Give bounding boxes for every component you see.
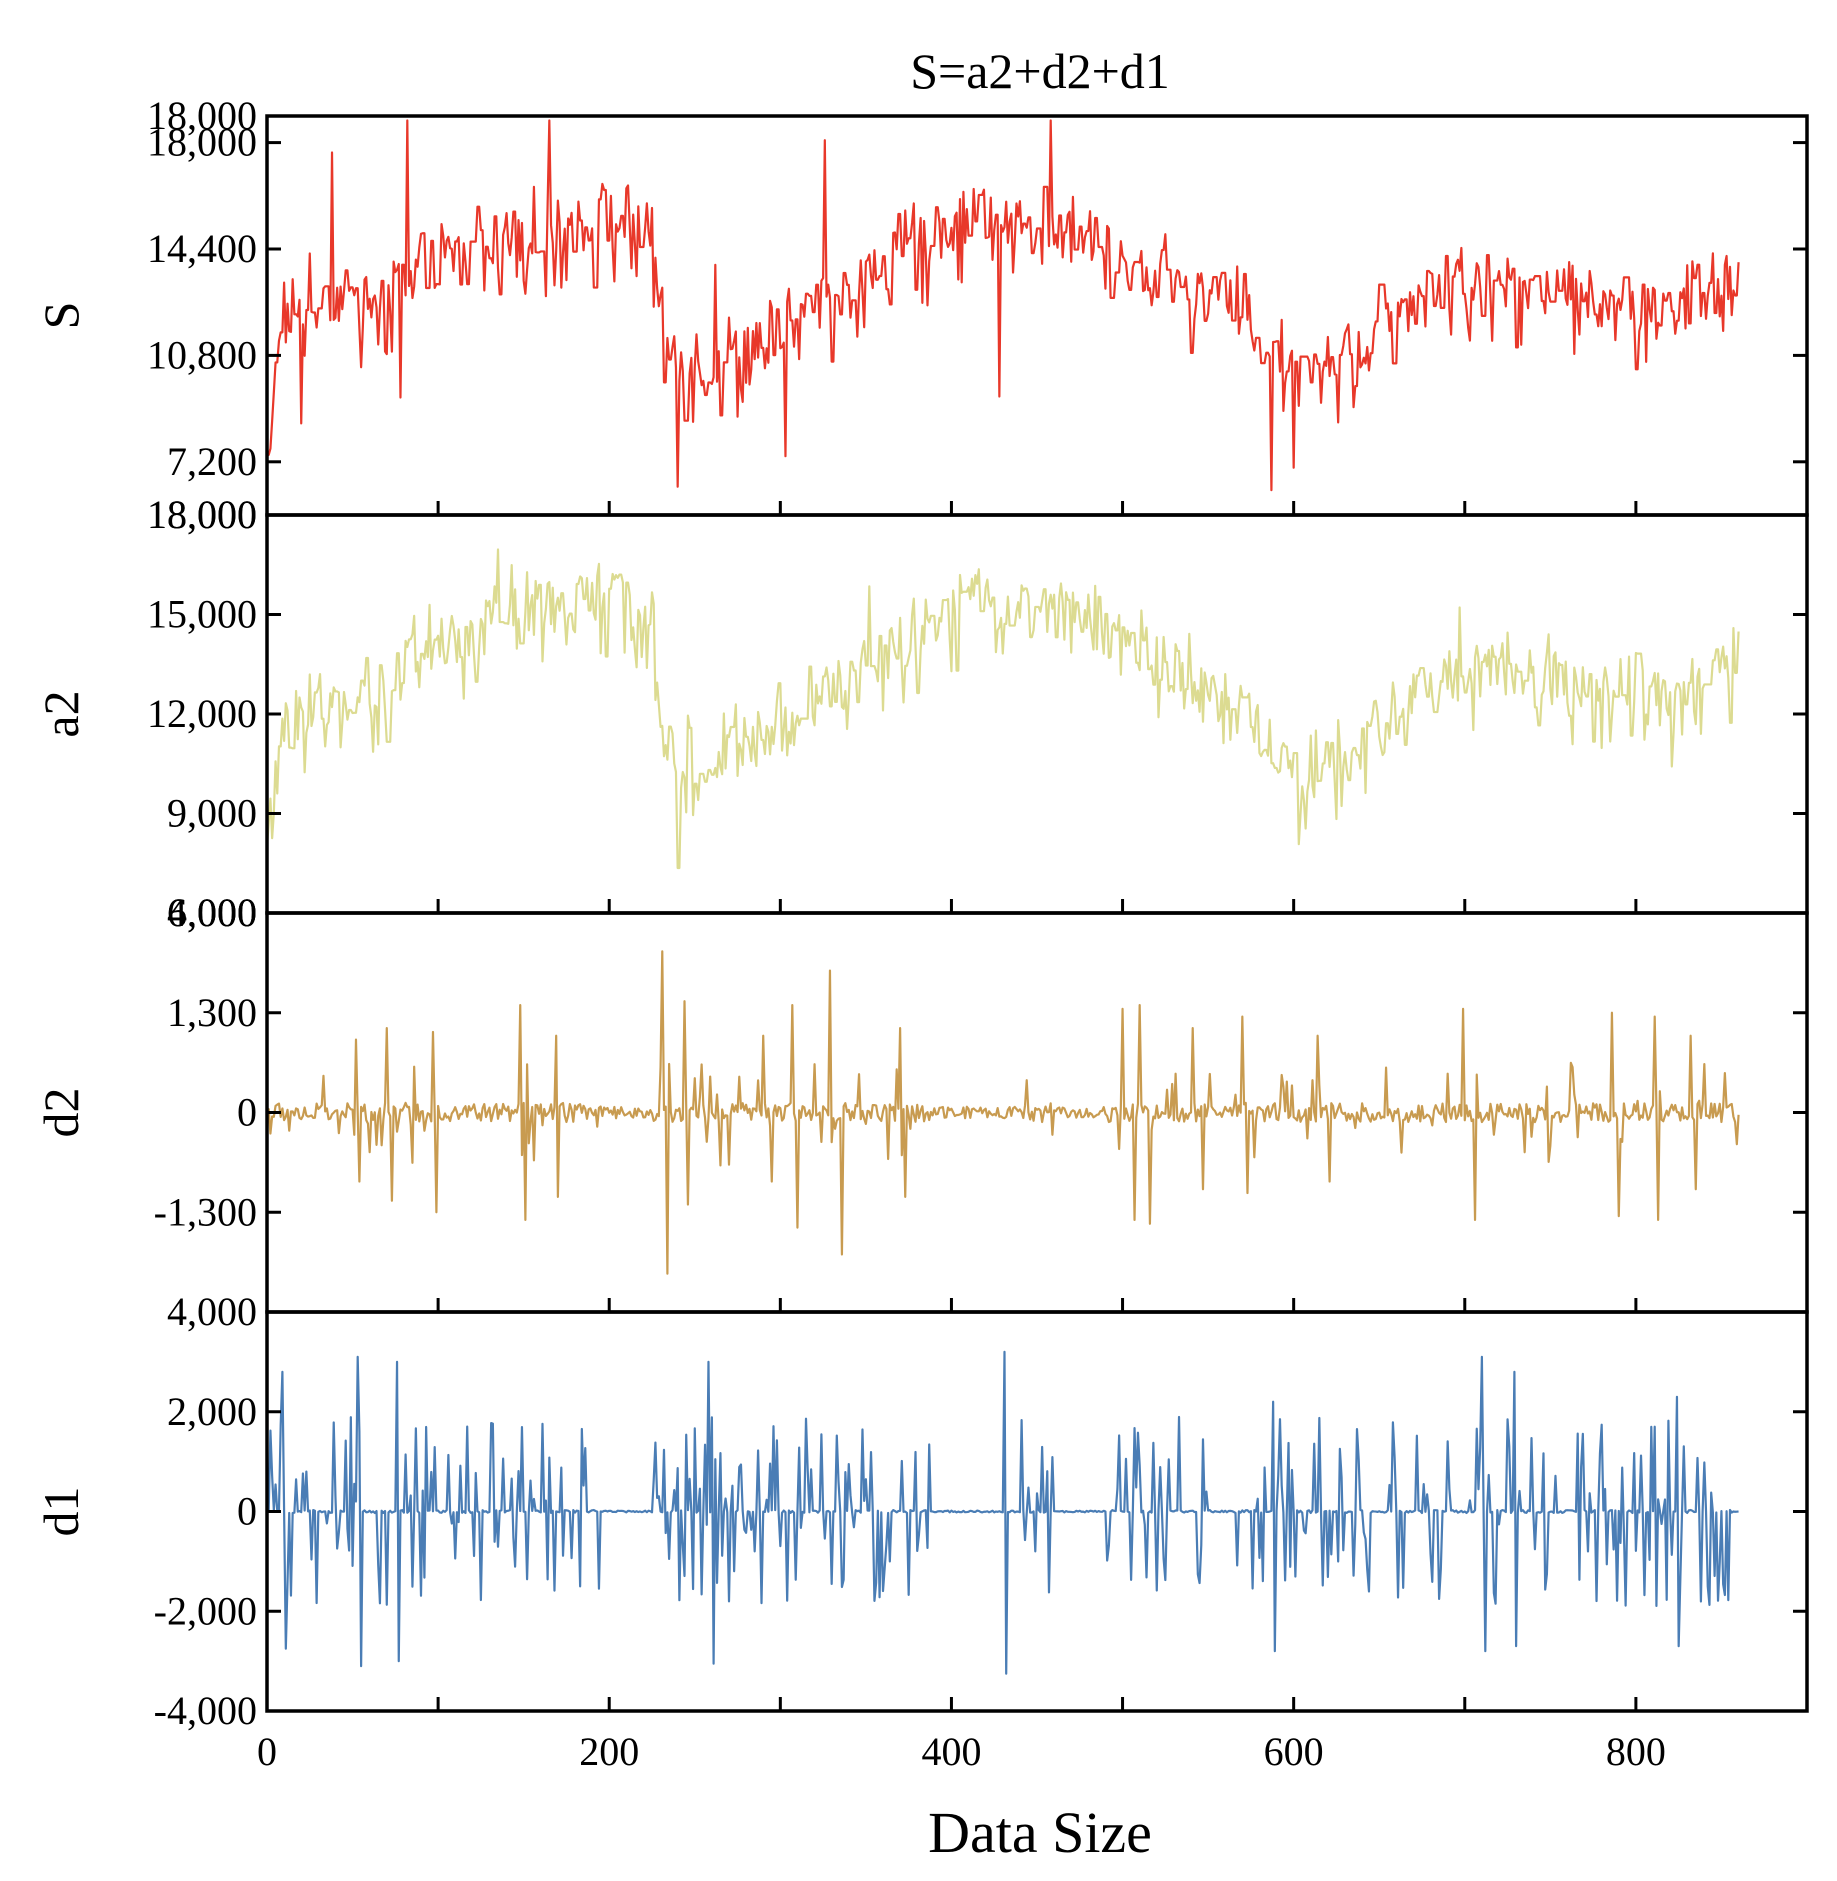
y-tick-label-d2: 4,000 xyxy=(167,890,257,935)
y-tick-label-d1: 0 xyxy=(237,1489,257,1534)
y-tick-label-a2: 18,000 xyxy=(147,492,257,537)
y-tick-label-d1: 2,000 xyxy=(167,1389,257,1434)
series-line-S xyxy=(267,119,1740,492)
x-axis: 0 200 400 600 800 xyxy=(257,1729,1666,1774)
panel-a2: 6,000 9,000 12,000 15,000 18,000 a2 xyxy=(33,492,1809,935)
y-tick-label-a2: 15,000 xyxy=(147,592,257,637)
panel-d1: -4,000 -2,000 0 2,000 4,000 d1 xyxy=(33,1289,1809,1733)
y-tick-label-d2: 6,000 xyxy=(167,890,257,935)
series-line-d2 xyxy=(267,950,1740,1275)
x-tick-label: 200 xyxy=(579,1729,639,1774)
y-axis-label-S: S xyxy=(33,302,89,330)
y-tick-label-d2: -1,300 xyxy=(154,1189,257,1234)
x-tick-label: 800 xyxy=(1606,1729,1666,1774)
series-line-d1 xyxy=(267,1350,1739,1675)
y-tick-label-S: 18,000 xyxy=(147,120,257,165)
y-tick-label-a2: 9,000 xyxy=(167,791,257,836)
x-tick-label: 0 xyxy=(257,1729,277,1774)
series-line-a2 xyxy=(267,548,1740,870)
y-tick-label-S: 18,000 xyxy=(147,492,257,537)
x-tick-label: 600 xyxy=(1264,1729,1324,1774)
y-tick-label-d1: -2,000 xyxy=(154,1588,257,1633)
y-tick-label-d1: -4,000 xyxy=(154,1688,257,1733)
x-axis-label: Data Size xyxy=(928,1800,1152,1865)
y-tick-label-S: 14,400 xyxy=(147,226,257,271)
y-axis-label-d1: d1 xyxy=(33,1487,89,1537)
chart-title: S=a2+d2+d1 xyxy=(910,43,1170,99)
y-tick-label-S: 7,200 xyxy=(167,439,257,484)
y-tick-label-a2: 12,000 xyxy=(147,691,257,736)
y-axis-label-a2: a2 xyxy=(33,690,89,737)
y-axis-label-d2: d2 xyxy=(33,1088,89,1138)
y-tick-label-S: 18,000 xyxy=(147,93,257,138)
y-tick-label-a2: 6,000 xyxy=(167,890,257,935)
y-tick-label-d2: 0 xyxy=(237,1090,257,1135)
y-tick-label-d1: 4,000 xyxy=(167,1289,257,1334)
y-tick-label-d2: 1,300 xyxy=(167,990,257,1035)
y-tick-label-S: 10,800 xyxy=(147,332,257,377)
x-tick-label: 400 xyxy=(921,1729,981,1774)
